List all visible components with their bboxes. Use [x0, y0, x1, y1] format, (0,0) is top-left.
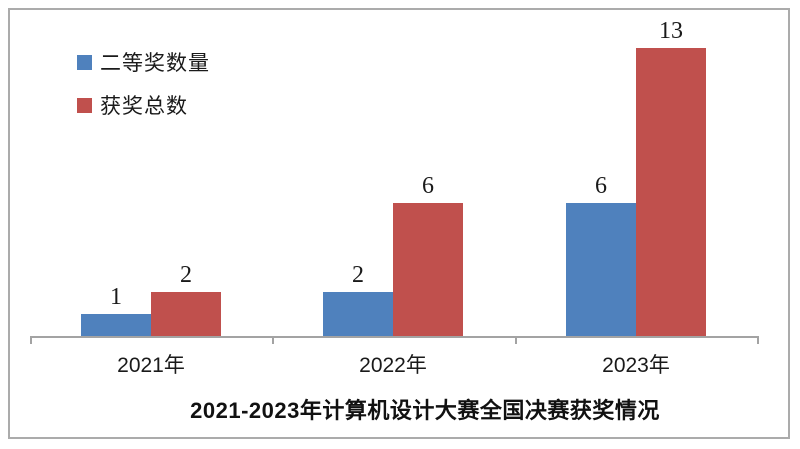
legend-swatch-red-icon	[77, 97, 92, 113]
legend-swatch-blue-icon	[77, 54, 92, 70]
x-axis-tick	[757, 336, 759, 344]
x-axis-category-label: 2022年	[359, 354, 427, 377]
x-axis-tick	[30, 336, 32, 344]
legend-item-second-prize: 二等奖数量	[77, 47, 210, 77]
bar-total-awards-2022年	[393, 203, 463, 336]
bar-total-awards-2023年	[636, 48, 706, 336]
bar-value-label: 6	[422, 173, 434, 199]
bar-value-label: 2	[352, 262, 364, 288]
x-axis-tick	[515, 336, 517, 344]
legend: 二等奖数量 获奖总数	[77, 47, 210, 133]
bar-value-label: 13	[659, 18, 683, 44]
bar-second-prize-2021年	[81, 314, 151, 336]
chart-title: 2021-2023年计算机设计大赛全国决赛获奖情况	[190, 398, 660, 423]
bar-second-prize-2022年	[323, 292, 393, 336]
legend-label-second-prize: 二等奖数量	[100, 52, 210, 75]
legend-label-total-awards: 获奖总数	[100, 95, 188, 118]
bar-second-prize-2023年	[566, 203, 636, 336]
x-axis-line	[30, 336, 757, 338]
bar-total-awards-2021年	[151, 292, 221, 336]
bar-value-label: 1	[110, 284, 122, 310]
bar-value-label: 6	[595, 173, 607, 199]
x-axis-category-label: 2023年	[602, 354, 670, 377]
x-axis-tick	[272, 336, 274, 344]
legend-item-total-awards: 获奖总数	[77, 90, 210, 120]
x-axis-category-label: 2021年	[117, 354, 185, 377]
bar-value-label: 2	[180, 262, 192, 288]
